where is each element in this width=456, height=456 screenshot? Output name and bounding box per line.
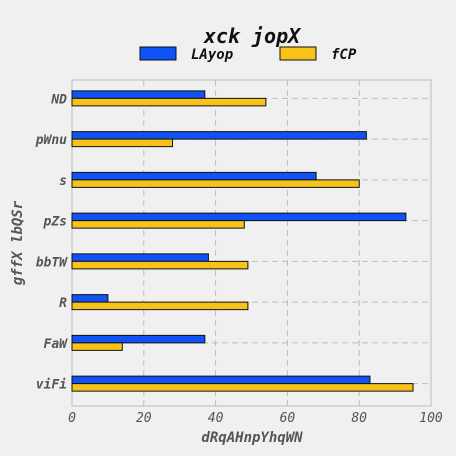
- chart-title: xck jopX: [203, 24, 302, 48]
- bar-LAyop-bbTW: [71, 253, 209, 262]
- bar-fCP-viFi: [71, 383, 414, 392]
- x-axis-label: dRqAHnpYhqWN: [201, 430, 303, 446]
- x-tick-label: 100: [419, 411, 443, 426]
- bar-LAyop-FaW: [71, 334, 206, 344]
- bar-fCP-R: [71, 301, 249, 311]
- x-tick-label: 20: [136, 411, 152, 426]
- bars: [71, 90, 414, 392]
- legend-swatch-1: [139, 46, 177, 61]
- y-tick-label: pWnu: [35, 133, 67, 148]
- x-tick-label: 60: [280, 411, 296, 426]
- bar-fCP-s: [71, 179, 360, 188]
- x-tick-label: 40: [208, 411, 224, 426]
- y-tick-label: FaW: [44, 337, 69, 352]
- bar-LAyop-s: [71, 171, 317, 181]
- x-tick-label: 0: [68, 411, 76, 426]
- bar-fCP-FaW: [71, 342, 123, 351]
- bar-LAyop-ND: [71, 90, 206, 99]
- y-tick-label: pZs: [43, 215, 67, 230]
- y-tick-label: bbTW: [36, 255, 68, 270]
- y-tick-label: ND: [50, 92, 67, 107]
- legend: LAyop fCP: [139, 46, 357, 63]
- legend-label-1: LAyop: [191, 47, 233, 63]
- y-tick-labels: ND pWnu s pZs bbTW R FaW viFi: [35, 92, 68, 392]
- bar-fCP-bbTW: [71, 260, 249, 270]
- bar-LAyop-pZs: [71, 212, 407, 222]
- y-tick-label: R: [59, 296, 67, 311]
- y-tick-label: viFi: [36, 378, 67, 393]
- bar-fCP-ND: [71, 97, 267, 107]
- bar-fCP-pWnu: [71, 138, 174, 148]
- bar-LAyop-viFi: [71, 375, 371, 385]
- bar-LAyop-R: [71, 294, 109, 303]
- legend-label-2: fCP: [331, 47, 357, 63]
- bar-fCP-pZs: [71, 220, 245, 229]
- y-axis-label: gffX lbQSr: [10, 200, 26, 285]
- bar-LAyop-pWnu: [71, 131, 367, 140]
- x-tick-labels: 0 20 40 60 80 100: [68, 411, 443, 426]
- y-tick-label: s: [59, 174, 67, 189]
- plot-area: [71, 79, 432, 407]
- x-tick-label: 80: [351, 411, 367, 426]
- legend-swatch-2: [279, 46, 317, 61]
